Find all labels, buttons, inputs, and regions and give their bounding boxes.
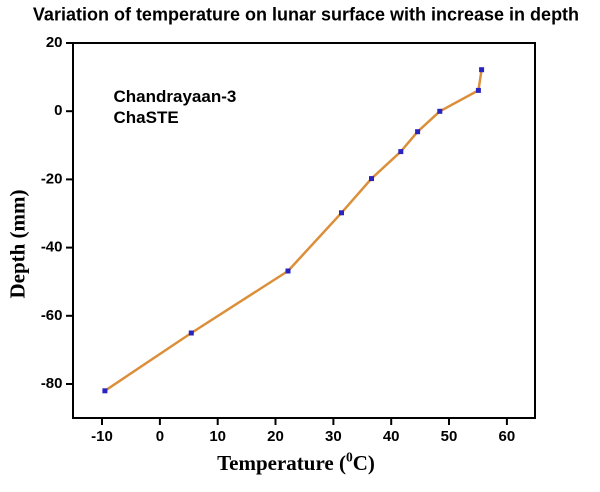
svg-text:Variation of temperature on lu: Variation of temperature on lunar surfac… [33, 5, 579, 25]
svg-text:-40: -40 [41, 239, 63, 256]
svg-text:50: 50 [441, 428, 458, 445]
svg-text:20: 20 [267, 428, 284, 445]
svg-text:0: 0 [54, 102, 62, 119]
svg-text:-80: -80 [41, 375, 63, 392]
svg-text:-10: -10 [91, 428, 113, 445]
svg-text:60: 60 [499, 428, 516, 445]
svg-text:20: 20 [46, 34, 63, 51]
svg-text:ChaSTE: ChaSTE [114, 108, 179, 127]
svg-text:40: 40 [383, 428, 400, 445]
svg-text:0: 0 [156, 428, 164, 445]
svg-text:-20: -20 [41, 170, 63, 187]
svg-text:Chandrayaan-3: Chandrayaan-3 [114, 87, 237, 106]
svg-text:30: 30 [325, 428, 342, 445]
svg-text:Depth (mm): Depth (mm) [6, 189, 30, 298]
svg-text:-60: -60 [41, 307, 63, 324]
svg-text:10: 10 [209, 428, 226, 445]
